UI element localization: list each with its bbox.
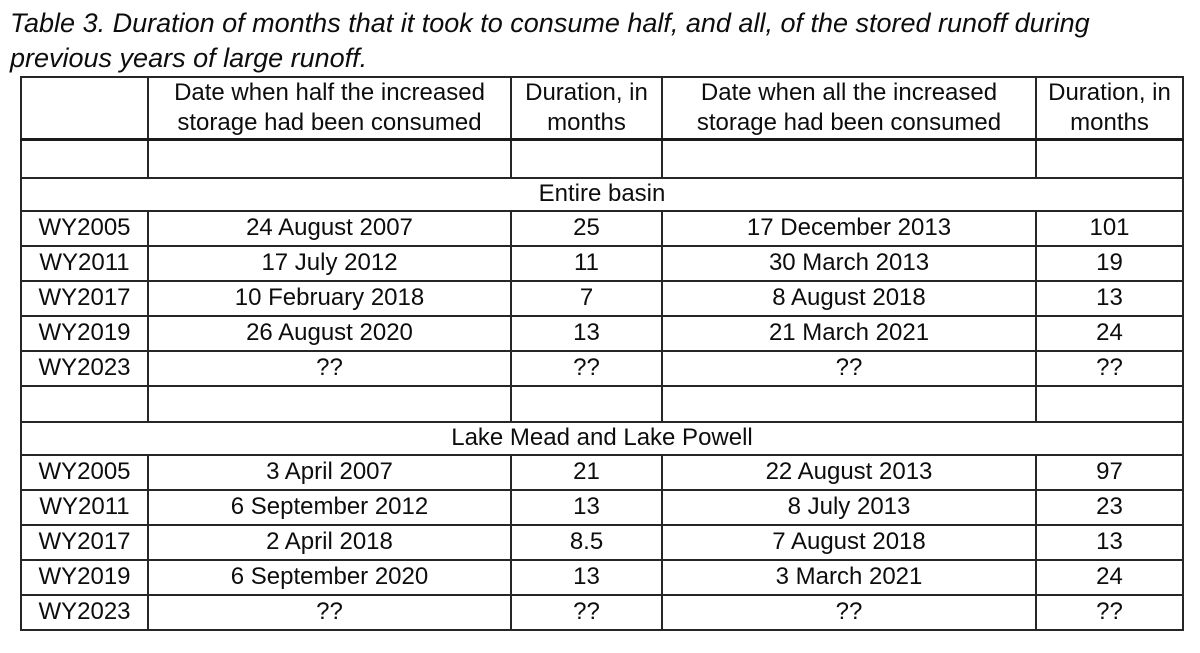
table-row: WY2023 ?? ?? ?? ?? <box>20 593 1184 631</box>
date-all-cell: ?? <box>661 593 1037 631</box>
row-label: WY2005 <box>20 453 149 491</box>
duration-all-cell: ?? <box>1035 349 1184 387</box>
duration-all-cell: 24 <box>1035 314 1184 352</box>
duration-half-cell: 13 <box>510 314 663 352</box>
spacer-cell <box>20 138 149 179</box>
table-row: WY2011 17 July 2012 11 30 March 2013 19 <box>20 244 1184 282</box>
row-label: WY2019 <box>20 558 149 596</box>
duration-all-cell: 19 <box>1035 244 1184 282</box>
spacer-cell <box>510 384 663 423</box>
duration-half-cell: 8.5 <box>510 523 663 561</box>
duration-all-cell: ?? <box>1035 593 1184 631</box>
header-cell-duration-half: Duration, in months <box>510 76 663 141</box>
duration-all-cell: 97 <box>1035 453 1184 491</box>
date-half-cell: ?? <box>147 349 512 387</box>
row-label: WY2023 <box>20 593 149 631</box>
header-cell-date-half: Date when half the increased storage had… <box>147 76 512 141</box>
spacer-cell <box>1035 138 1184 179</box>
row-label: WY2005 <box>20 209 149 247</box>
section-title: Lake Mead and Lake Powell <box>20 420 1184 456</box>
table-row: WY2017 10 February 2018 7 8 August 2018 … <box>20 279 1184 317</box>
duration-all-cell: 23 <box>1035 488 1184 526</box>
spacer-cell <box>661 384 1037 423</box>
date-all-cell: 22 August 2013 <box>661 453 1037 491</box>
table-row: WY2005 24 August 2007 25 17 December 201… <box>20 209 1184 247</box>
date-half-cell: 24 August 2007 <box>147 209 512 247</box>
duration-half-cell: 13 <box>510 558 663 596</box>
date-half-cell: 10 February 2018 <box>147 279 512 317</box>
duration-all-cell: 24 <box>1035 558 1184 596</box>
header-cell-date-all: Date when all the increased storage had … <box>661 76 1037 141</box>
date-all-cell: 8 August 2018 <box>661 279 1037 317</box>
duration-all-cell: 13 <box>1035 279 1184 317</box>
date-all-cell: 7 August 2018 <box>661 523 1037 561</box>
spacer-cell <box>20 384 149 423</box>
date-half-cell: 26 August 2020 <box>147 314 512 352</box>
row-label: WY2023 <box>20 349 149 387</box>
duration-all-cell: 13 <box>1035 523 1184 561</box>
row-label: WY2017 <box>20 523 149 561</box>
duration-half-cell: 21 <box>510 453 663 491</box>
section-row-lake-mead-powell: Lake Mead and Lake Powell <box>20 420 1184 456</box>
spacer-row <box>20 384 1184 423</box>
date-half-cell: 2 April 2018 <box>147 523 512 561</box>
date-half-cell: 6 September 2020 <box>147 558 512 596</box>
table-row: WY2017 2 April 2018 8.5 7 August 2018 13 <box>20 523 1184 561</box>
spacer-row <box>20 138 1184 179</box>
section-row-entire-basin: Entire basin <box>20 176 1184 212</box>
date-half-cell: 3 April 2007 <box>147 453 512 491</box>
date-half-cell: 17 July 2012 <box>147 244 512 282</box>
table-row: WY2023 ?? ?? ?? ?? <box>20 349 1184 387</box>
row-label: WY2011 <box>20 488 149 526</box>
date-all-cell: 17 December 2013 <box>661 209 1037 247</box>
date-all-cell: 3 March 2021 <box>661 558 1037 596</box>
spacer-cell <box>510 138 663 179</box>
date-all-cell: ?? <box>661 349 1037 387</box>
date-half-cell: 6 September 2012 <box>147 488 512 526</box>
spacer-cell <box>661 138 1037 179</box>
duration-half-cell: 25 <box>510 209 663 247</box>
duration-all-cell: 101 <box>1035 209 1184 247</box>
table-row: WY2019 26 August 2020 13 21 March 2021 2… <box>20 314 1184 352</box>
row-label: WY2019 <box>20 314 149 352</box>
duration-half-cell: 13 <box>510 488 663 526</box>
date-half-cell: ?? <box>147 593 512 631</box>
date-all-cell: 8 July 2013 <box>661 488 1037 526</box>
duration-half-cell: ?? <box>510 349 663 387</box>
date-all-cell: 30 March 2013 <box>661 244 1037 282</box>
duration-half-cell: 7 <box>510 279 663 317</box>
runoff-duration-table: Date when half the increased storage had… <box>20 76 1184 631</box>
table-row: WY2011 6 September 2012 13 8 July 2013 2… <box>20 488 1184 526</box>
row-label: WY2017 <box>20 279 149 317</box>
spacer-cell <box>147 384 512 423</box>
table-caption: Table 3. Duration of months that it took… <box>10 8 1090 73</box>
section-title: Entire basin <box>20 176 1184 212</box>
table-row: WY2005 3 April 2007 21 22 August 2013 97 <box>20 453 1184 491</box>
table-row: WY2019 6 September 2020 13 3 March 2021 … <box>20 558 1184 596</box>
row-label: WY2011 <box>20 244 149 282</box>
date-all-cell: 21 March 2021 <box>661 314 1037 352</box>
header-row: Date when half the increased storage had… <box>20 76 1184 141</box>
header-cell-duration-all: Duration, in months <box>1035 76 1184 141</box>
header-cell-empty <box>20 76 149 141</box>
duration-half-cell: 11 <box>510 244 663 282</box>
duration-half-cell: ?? <box>510 593 663 631</box>
spacer-cell <box>1035 384 1184 423</box>
spacer-cell <box>147 138 512 179</box>
